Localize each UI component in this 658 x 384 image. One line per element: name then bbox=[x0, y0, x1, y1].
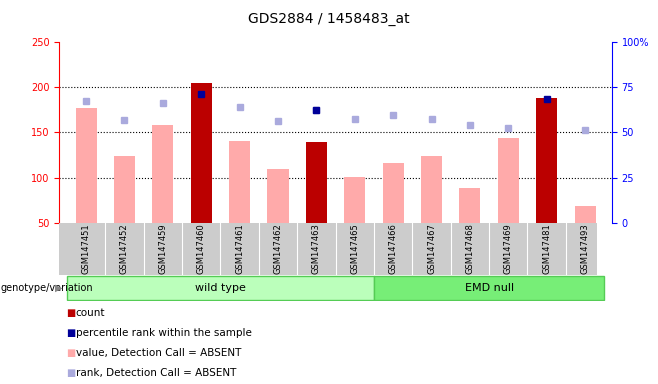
Text: ■: ■ bbox=[66, 348, 75, 358]
Text: GSM147467: GSM147467 bbox=[427, 223, 436, 274]
Text: GSM147468: GSM147468 bbox=[465, 223, 474, 274]
Text: ■: ■ bbox=[66, 328, 75, 338]
Bar bbox=[536, 98, 557, 223]
Text: value, Detection Call = ABSENT: value, Detection Call = ABSENT bbox=[76, 348, 241, 358]
Bar bbox=[306, 142, 327, 223]
Text: GSM147460: GSM147460 bbox=[197, 223, 206, 274]
Bar bbox=[229, 141, 250, 223]
Bar bbox=[497, 138, 519, 223]
Bar bbox=[152, 125, 174, 223]
FancyBboxPatch shape bbox=[374, 276, 604, 300]
Text: GSM147493: GSM147493 bbox=[580, 223, 590, 274]
Text: ■: ■ bbox=[66, 368, 75, 378]
Text: GSM147461: GSM147461 bbox=[235, 223, 244, 274]
Text: GSM147465: GSM147465 bbox=[350, 223, 359, 274]
Bar bbox=[76, 108, 97, 223]
Text: EMD null: EMD null bbox=[465, 283, 514, 293]
Text: rank, Detection Call = ABSENT: rank, Detection Call = ABSENT bbox=[76, 368, 236, 378]
Text: GDS2884 / 1458483_at: GDS2884 / 1458483_at bbox=[248, 12, 410, 25]
Bar bbox=[459, 189, 480, 223]
Text: GSM147469: GSM147469 bbox=[504, 223, 513, 274]
Bar bbox=[344, 177, 365, 223]
Text: GSM147462: GSM147462 bbox=[274, 223, 282, 274]
Text: GSM147451: GSM147451 bbox=[82, 223, 91, 274]
Text: GSM147459: GSM147459 bbox=[159, 223, 167, 274]
Text: GSM147466: GSM147466 bbox=[389, 223, 397, 274]
Text: ▶: ▶ bbox=[55, 283, 62, 293]
Bar bbox=[574, 207, 595, 223]
Bar bbox=[421, 156, 442, 223]
Bar bbox=[114, 156, 135, 223]
Text: genotype/variation: genotype/variation bbox=[1, 283, 93, 293]
Text: GSM147481: GSM147481 bbox=[542, 223, 551, 274]
FancyBboxPatch shape bbox=[67, 276, 374, 300]
Text: percentile rank within the sample: percentile rank within the sample bbox=[76, 328, 251, 338]
Bar bbox=[191, 83, 212, 223]
Text: count: count bbox=[76, 308, 105, 318]
Bar bbox=[267, 169, 289, 223]
Text: ■: ■ bbox=[66, 308, 75, 318]
Text: GSM147452: GSM147452 bbox=[120, 223, 129, 274]
Bar bbox=[382, 163, 404, 223]
Text: wild type: wild type bbox=[195, 283, 246, 293]
Text: GSM147463: GSM147463 bbox=[312, 223, 321, 274]
